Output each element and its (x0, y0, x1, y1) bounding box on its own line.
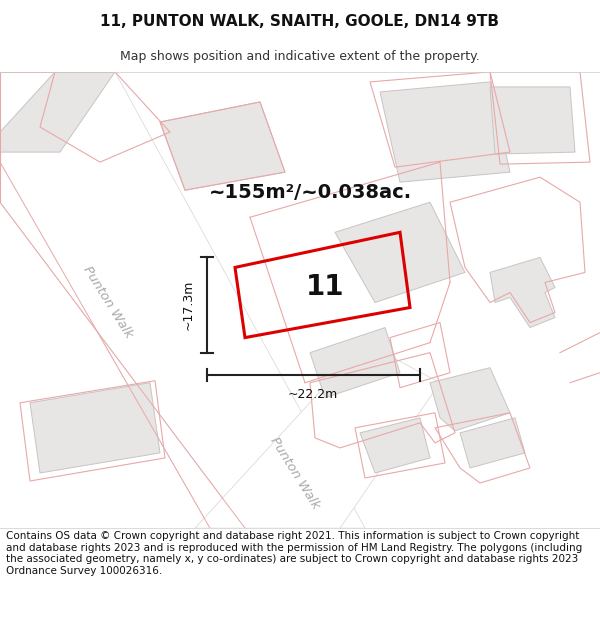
Polygon shape (360, 418, 430, 473)
Polygon shape (380, 82, 510, 182)
Text: ~22.2m: ~22.2m (288, 388, 338, 401)
Text: Contains OS data © Crown copyright and database right 2021. This information is : Contains OS data © Crown copyright and d… (6, 531, 582, 576)
Polygon shape (335, 202, 465, 302)
Polygon shape (490, 258, 555, 328)
Polygon shape (0, 72, 365, 528)
Polygon shape (490, 87, 575, 154)
Text: 11, PUNTON WALK, SNAITH, GOOLE, DN14 9TB: 11, PUNTON WALK, SNAITH, GOOLE, DN14 9TB (101, 14, 499, 29)
Polygon shape (30, 382, 160, 473)
Text: ~17.3m: ~17.3m (182, 279, 195, 330)
Text: Punton Walk: Punton Walk (268, 434, 322, 511)
Text: Punton Walk: Punton Walk (80, 264, 136, 341)
Polygon shape (195, 342, 440, 528)
Polygon shape (430, 368, 510, 431)
Polygon shape (0, 72, 115, 152)
Text: Map shows position and indicative extent of the property.: Map shows position and indicative extent… (120, 49, 480, 62)
Text: 11: 11 (306, 274, 344, 301)
Polygon shape (310, 328, 400, 398)
Polygon shape (160, 102, 285, 190)
Text: ~155m²/~0.038ac.: ~155m²/~0.038ac. (208, 182, 412, 202)
Polygon shape (0, 72, 320, 528)
Polygon shape (460, 418, 525, 468)
